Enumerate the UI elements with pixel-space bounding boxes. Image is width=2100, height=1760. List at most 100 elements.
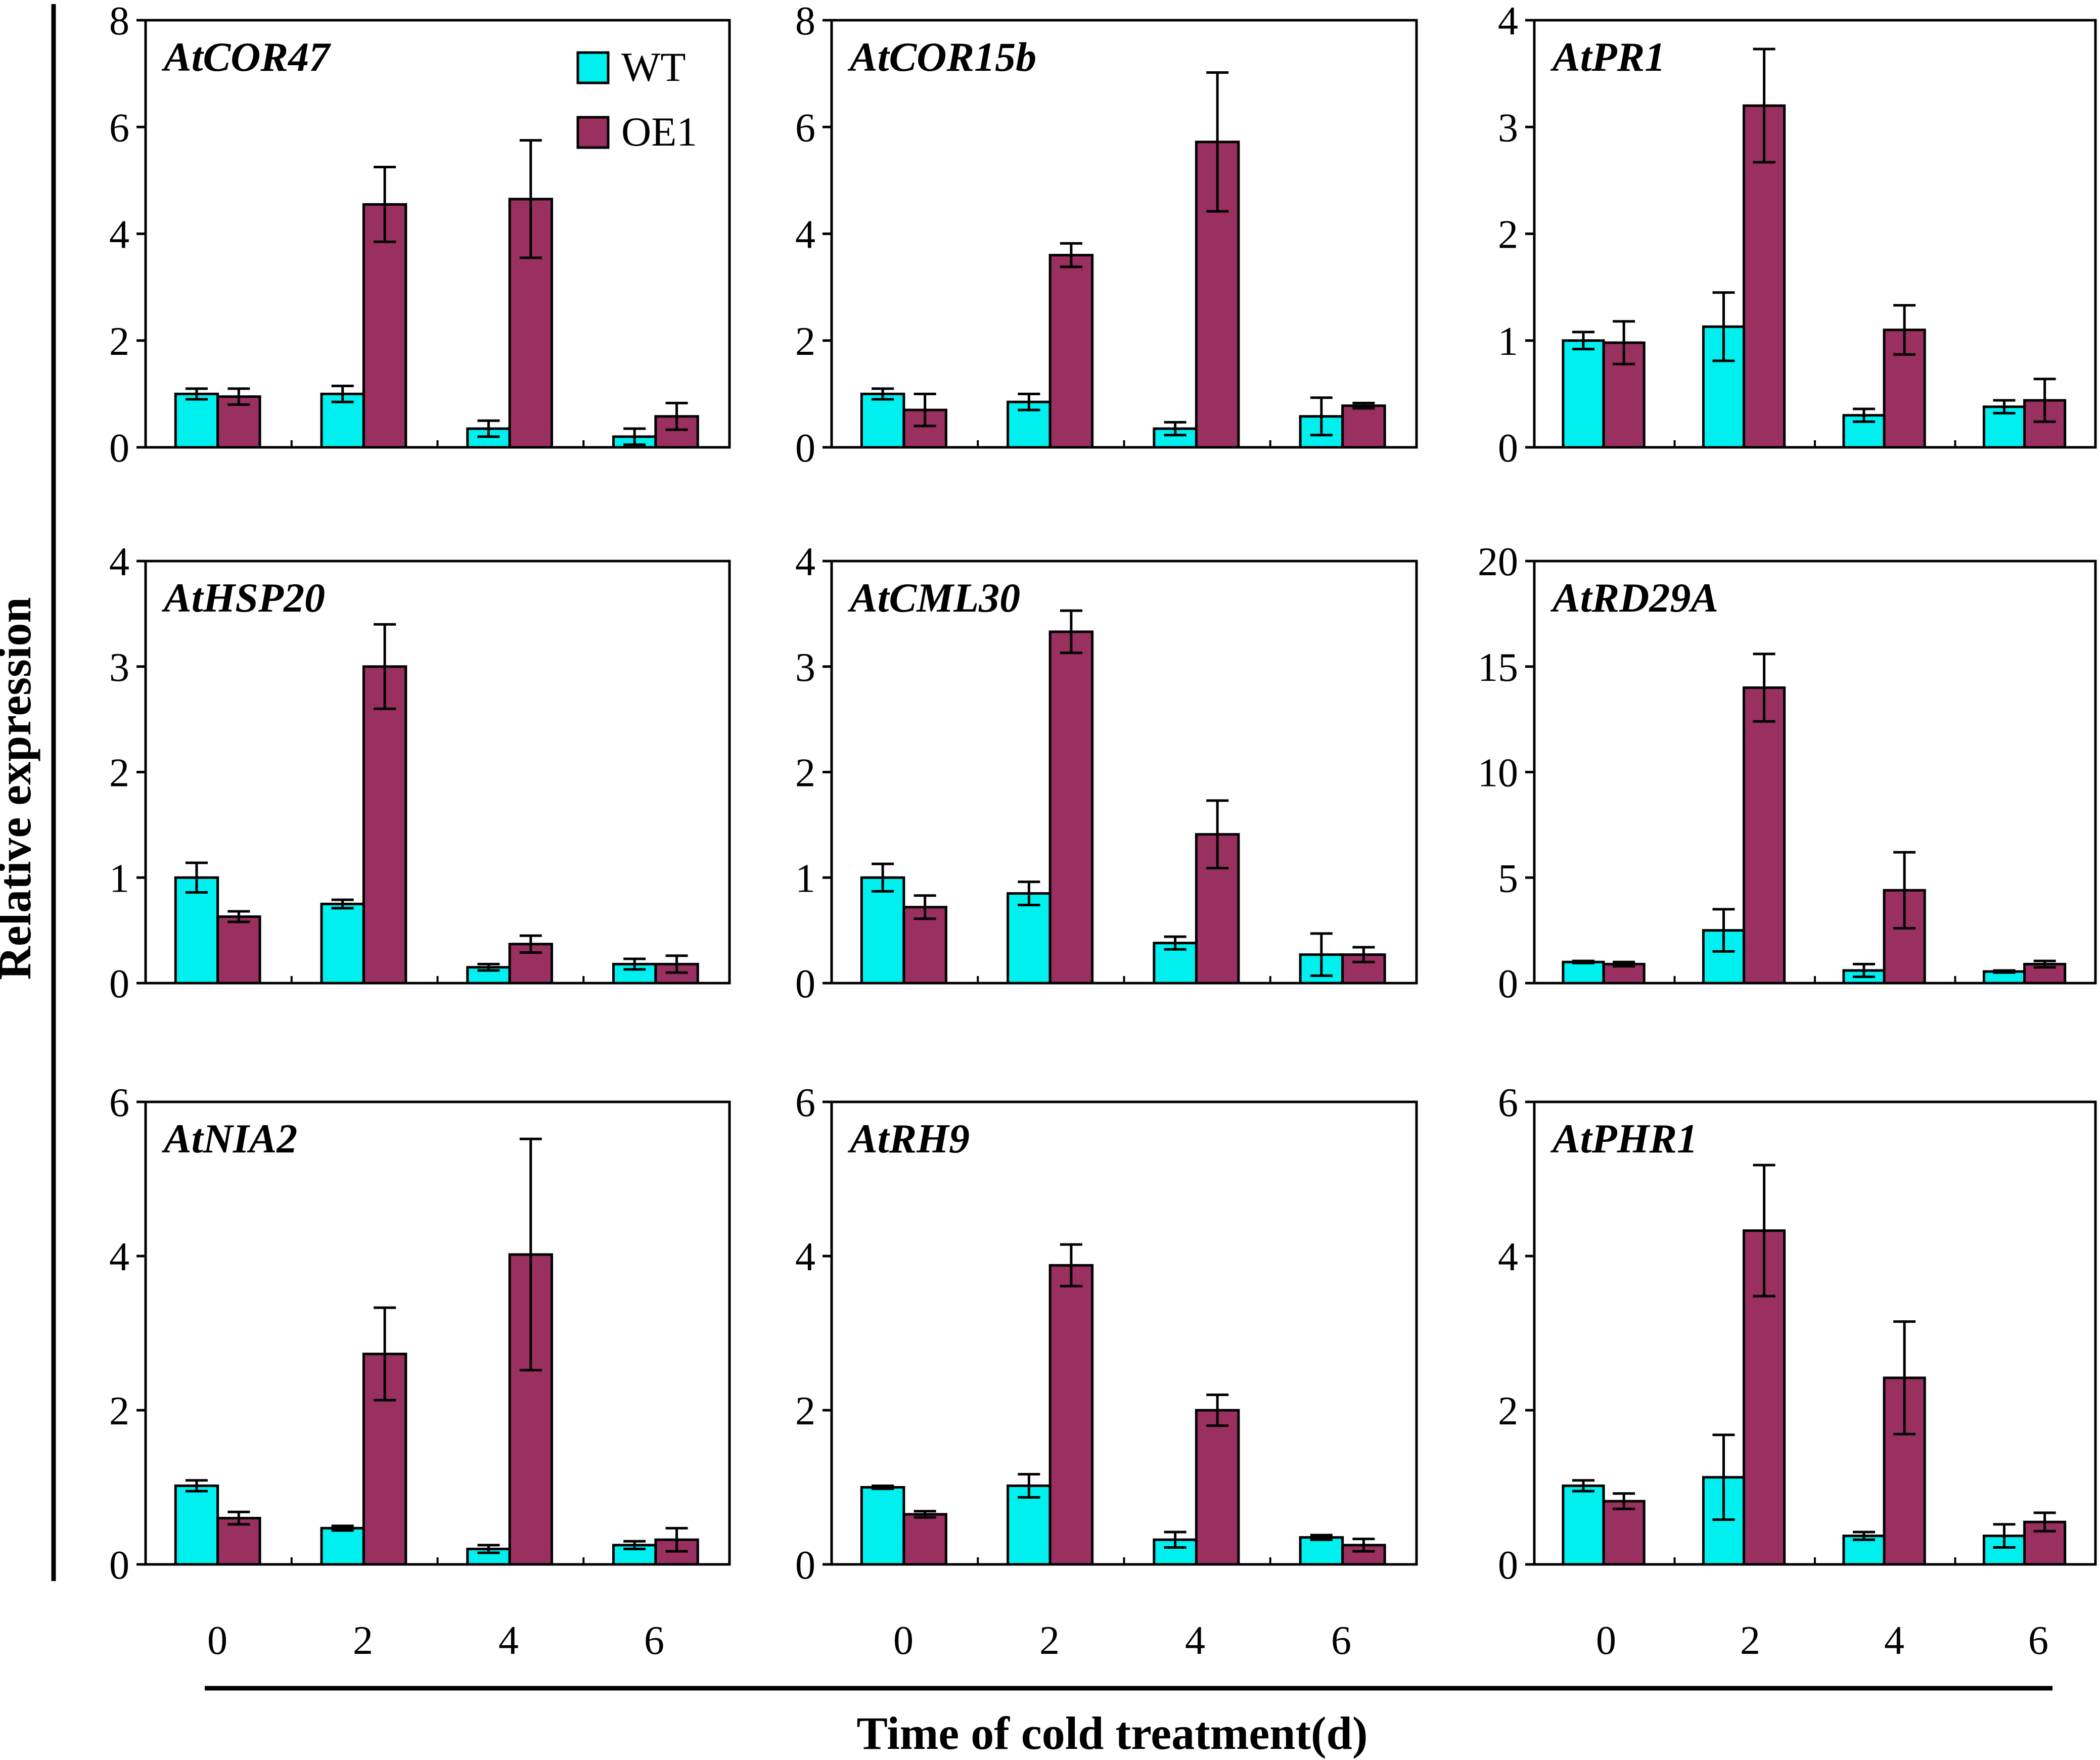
y-tick-label: 3 [109,645,129,690]
x-tick-label: 2 [1039,1618,1060,1663]
y-tick-label: 6 [109,106,129,150]
y-tick-label: 6 [795,1081,815,1125]
bar-wt-2 [1007,892,1052,985]
bar-wt-0 [174,392,219,449]
chart-panel-atcor15b: 0 2 4 6 8 AtCOR15b [795,0,1418,471]
y-tick-label: 10 [1478,751,1518,796]
bar-oe1-2 [1048,630,1094,985]
y-tick-label: 0 [109,962,129,1006]
panel-title: AtCML30 [847,575,1020,621]
y-tick-label: 4 [1498,1235,1518,1279]
y-tick-label: 4 [795,213,815,257]
plot-frame [830,19,1418,449]
legend-swatch-oe1 [576,116,610,149]
y-tick-label: 2 [795,1389,815,1433]
y-tick-label: 4 [795,1235,815,1279]
chart-panel-atrh9: 0 2 4 6 AtRH9 [795,1081,1418,1588]
y-tick-label: 0 [795,426,815,471]
bar-oe1-0 [1602,1500,1646,1566]
y-tick-label: 3 [1498,106,1518,150]
panels: 0 2 4 6 8 AtCOR47 WT OE1 0 2 4 6 8 AtCOR15b 0 1 2 3 4 AtPR1… [109,0,2097,1588]
y-tick-label: 2 [109,319,129,364]
y-tick-label: 0 [109,1543,129,1588]
bar-oe1-2 [1048,254,1094,449]
panel-title: AtRD29A [1550,575,1718,621]
y-tick-label: 0 [1498,962,1518,1006]
y-tick-label: 2 [109,751,129,796]
y-tick-label: 5 [1498,856,1518,901]
x-tick-label: 0 [207,1618,227,1663]
y-tick-label: 6 [1498,1081,1518,1125]
legend-swatch-wt [576,51,610,84]
y-tick-label: 4 [795,540,815,584]
bar-oe1-2 [1743,686,1786,985]
bar-wt-0 [860,1486,905,1566]
bar-oe1-2 [362,1353,407,1566]
bar-oe1-6 [1341,953,1386,985]
legend-label-oe1: OE1 [621,109,697,155]
bar-oe1-2 [362,665,407,985]
bar-wt-0 [860,392,905,449]
y-tick-label: 2 [795,319,815,364]
x-tick-label: 6 [644,1618,664,1663]
x-tick-labels-col-1: 0 2 4 6 [207,1618,664,1663]
y-axis-title: Relative expression [0,597,40,980]
x-tick-label: 4 [498,1618,519,1663]
bar-oe1-6 [1341,404,1386,449]
chart-panel-atcml30: 0 1 2 3 4 AtCML30 [795,540,1418,1006]
y-tick-label: 3 [795,645,815,690]
plot-frame [830,1100,1418,1566]
bar-wt-0 [174,876,219,985]
chart-panel-atnia2: 0 2 4 6 AtNIA2 [109,1081,731,1588]
y-tick-label: 8 [109,0,129,43]
chart-panel-atphr1: 0 2 4 6 AtPHR1 [1498,1081,2097,1588]
x-tick-label: 4 [1185,1618,1205,1663]
bar-oe1-2 [362,203,407,449]
y-tick-label: 15 [1478,645,1518,690]
panel-title: AtNIA2 [161,1116,297,1162]
x-tick-label: 6 [2028,1618,2048,1663]
y-tick-label: 2 [1498,1389,1518,1433]
plot-frame [1533,1100,2097,1566]
y-tick-label: 0 [109,426,129,471]
x-tick-label: 0 [1596,1618,1616,1663]
panel-title: AtPHR1 [1550,1116,1698,1162]
panel-title: AtHSP20 [161,575,325,621]
y-tick-label: 4 [1498,0,1518,43]
legend-label-wt: WT [621,44,686,90]
bar-oe1-2 [1048,1264,1094,1566]
y-tick-label: 1 [795,856,815,901]
y-tick-label: 0 [1498,426,1518,471]
y-tick-label: 20 [1478,540,1518,584]
y-tick-label: 0 [1498,1543,1518,1588]
bar-oe1-0 [902,1513,947,1566]
x-tick-label: 0 [893,1618,914,1663]
x-tick-labels-col-2: 0 2 4 6 [893,1618,1351,1663]
bar-wt-0 [1562,1484,1605,1566]
x-tick-label: 4 [1884,1618,1904,1663]
bar-wt-2 [320,1526,365,1566]
y-tick-label: 0 [795,962,815,1006]
bar-wt-2 [320,902,365,985]
y-tick-label: 4 [109,540,129,584]
bar-wt-0 [1562,339,1605,449]
bar-wt-0 [860,876,905,985]
panel-title: AtPR1 [1550,34,1665,80]
chart-panel-athsp20: 0 1 2 3 4 AtHSP20 [109,540,731,1006]
bar-wt-4 [1153,1538,1198,1566]
panel-title: AtCOR15b [847,34,1036,80]
y-tick-label: 2 [109,1389,129,1433]
y-tick-label: 2 [795,751,815,796]
bar-oe1-4 [1195,1409,1240,1566]
panel-title: AtCOR47 [161,34,331,80]
y-tick-label: 6 [109,1081,129,1125]
y-tick-label: 6 [795,106,815,150]
y-tick-label: 0 [795,1543,815,1588]
bar-wt-0 [174,1484,219,1566]
x-tick-label: 2 [1740,1618,1760,1663]
bar-oe1-0 [216,1517,261,1566]
x-axis-title: Time of cold treatment(d) [857,1707,1368,1759]
x-tick-labels-col-3: 0 2 4 6 [1596,1618,2048,1663]
x-tick-label: 2 [353,1618,373,1663]
